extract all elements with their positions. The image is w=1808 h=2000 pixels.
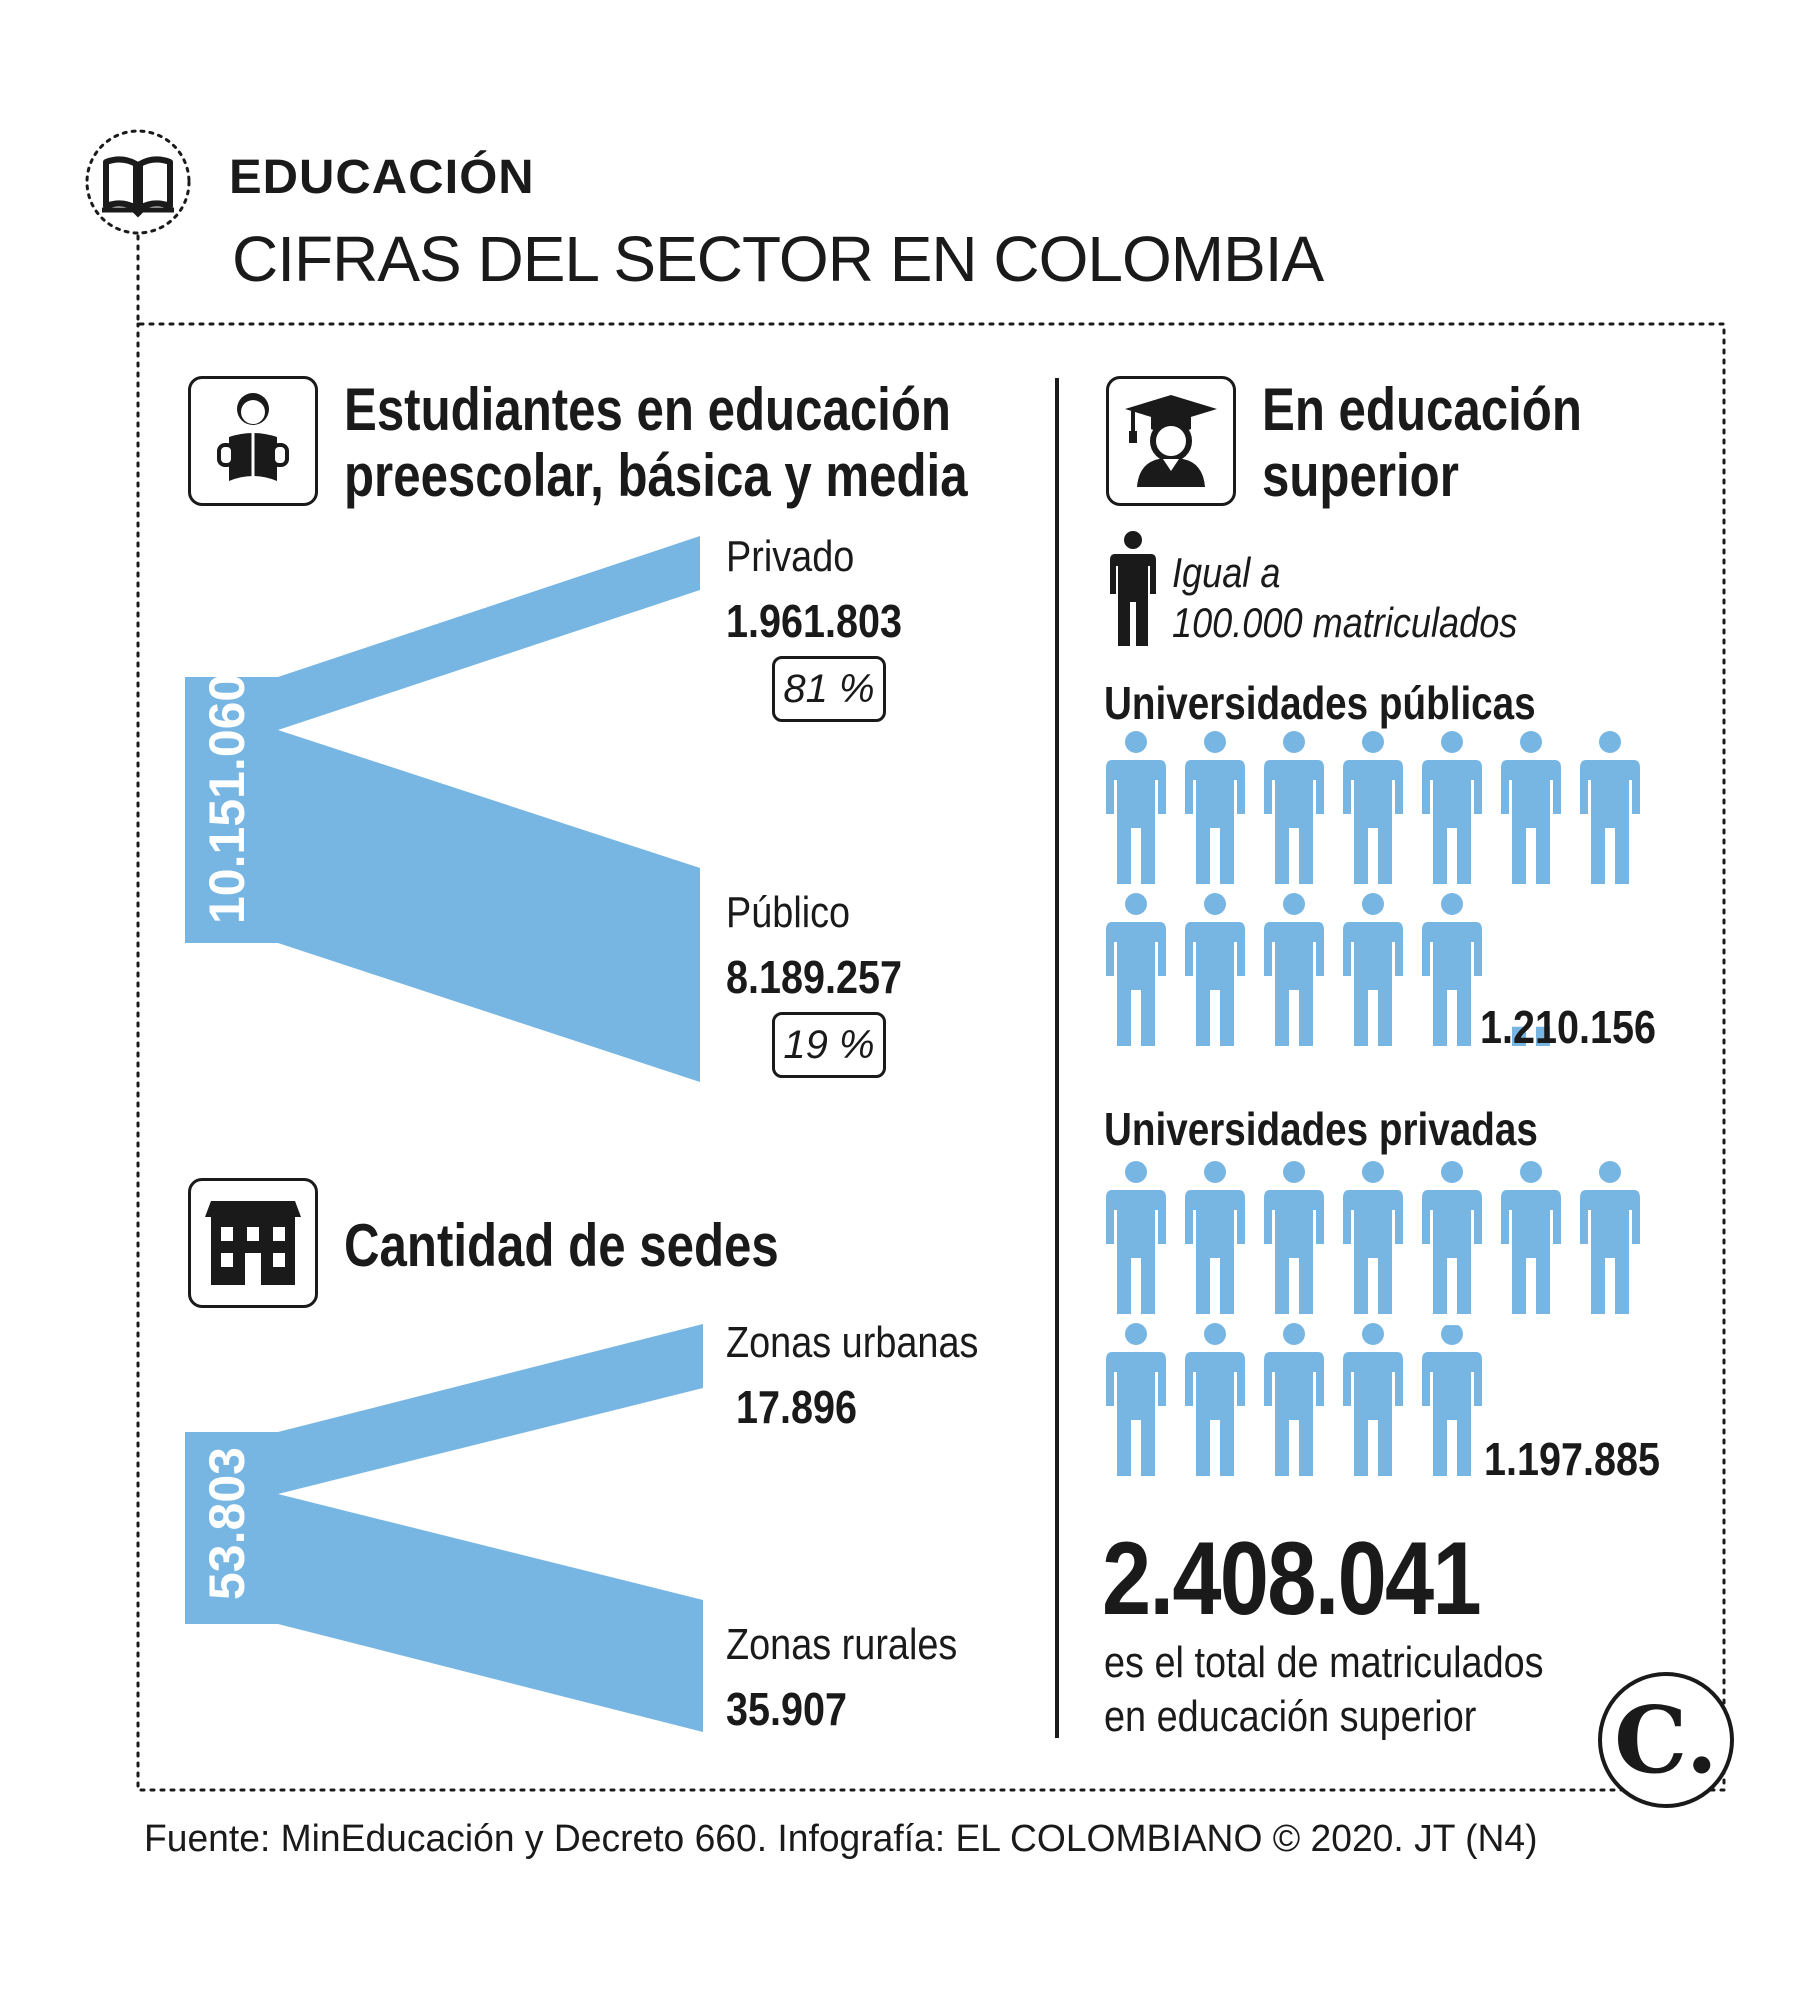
branch-value-urbanas: 17.896 xyxy=(736,1381,858,1433)
caption-line2: en educación superior xyxy=(1104,1692,1477,1741)
pct-badge-privado: 81 % xyxy=(772,656,886,722)
public-person-icon xyxy=(1106,731,1166,884)
higher-title-line2: superior xyxy=(1262,442,1459,509)
student-icon-box xyxy=(188,376,318,506)
private-person-icon xyxy=(1580,1161,1640,1314)
public-person-icon xyxy=(1501,731,1561,884)
private-person-icon xyxy=(1343,1323,1403,1476)
public-person-icon xyxy=(1422,893,1482,1046)
private-universities-title: Universidades privadas xyxy=(1104,1103,1538,1155)
pct-text-publico: 19 % xyxy=(783,1022,875,1067)
higher-total-value: 2.408.041 xyxy=(1102,1521,1482,1637)
branch-value-publico: 8.189.257 xyxy=(726,951,903,1003)
private-person-icon xyxy=(1106,1323,1166,1476)
branch-label-privado: Privado xyxy=(726,532,855,581)
el-colombiano-logo: C. xyxy=(1598,1672,1734,1808)
book-icon xyxy=(85,129,191,235)
private-person-icon xyxy=(1264,1161,1324,1314)
public-universities-title: Universidades públicas xyxy=(1104,677,1536,729)
private-person-icon xyxy=(1422,1161,1482,1314)
branch-label-urbanas: Zonas urbanas xyxy=(726,1318,979,1367)
private-person-icon xyxy=(1106,1161,1166,1314)
public-person-icon xyxy=(1264,893,1324,1046)
public-person-icon xyxy=(1106,893,1166,1046)
legend-line1: Igual a xyxy=(1172,549,1281,596)
legend-text: Igual a 100.000 matriculados xyxy=(1172,548,1517,648)
graduate-icon xyxy=(1125,395,1217,487)
public-universities-value: 1.210.156 xyxy=(1480,1001,1657,1053)
legend-line2: 100.000 matriculados xyxy=(1172,599,1518,646)
column-divider xyxy=(1055,378,1059,1738)
header-kicker: EDUCACIÓN xyxy=(229,151,535,204)
sedes-flow-total xyxy=(185,1324,703,1732)
branch-label-rurales: Zonas rurales xyxy=(726,1620,958,1669)
page-title: CIFRAS DEL SECTOR EN COLOMBIA xyxy=(232,223,1324,295)
student-reading-icon xyxy=(217,393,289,481)
students-flow-total xyxy=(185,536,700,1082)
public-person-icon xyxy=(1264,731,1324,884)
school-building-icon xyxy=(205,1201,301,1285)
legend-person-icon xyxy=(1110,531,1156,646)
public-person-icon xyxy=(1343,893,1403,1046)
graduate-icon-box xyxy=(1106,376,1236,506)
logo-letter: C. xyxy=(1614,1686,1718,1794)
higher-total-caption: es el total de matriculados en educación… xyxy=(1104,1636,1544,1744)
public-person-icon xyxy=(1512,1026,1550,1046)
public-person-icon xyxy=(1185,731,1245,884)
private-universities-value: 1.197.885 xyxy=(1484,1433,1661,1485)
private-person-icon xyxy=(1343,1161,1403,1314)
sedes-title: Cantidad de sedes xyxy=(344,1212,779,1279)
public-person-icon xyxy=(1422,731,1482,884)
students-title-line2: preescolar, básica y media xyxy=(344,442,968,509)
private-person-icon xyxy=(1501,1161,1561,1314)
pct-badge-publico: 19 % xyxy=(772,1012,886,1078)
branch-label-publico: Público xyxy=(726,888,851,937)
public-person-icon xyxy=(1580,731,1640,884)
pct-text-privado: 81 % xyxy=(783,666,875,711)
public-person-icon xyxy=(1343,731,1403,884)
school-icon-box xyxy=(188,1178,318,1308)
public-person-icon xyxy=(1185,893,1245,1046)
private-person-icon xyxy=(1185,1323,1245,1476)
branch-value-rurales: 35.907 xyxy=(726,1683,848,1735)
students-title-line1: Estudiantes en educación xyxy=(344,376,951,443)
caption-line1: es el total de matriculados xyxy=(1104,1638,1544,1687)
private-person-icon xyxy=(1264,1323,1324,1476)
branch-value-privado: 1.961.803 xyxy=(726,595,903,647)
higher-title-line1: En educación xyxy=(1262,376,1582,443)
source-note: Fuente: MinEducación y Decreto 660. Info… xyxy=(144,1818,1538,1860)
private-person-icon xyxy=(1185,1161,1245,1314)
private-person-icon xyxy=(1422,1325,1482,1476)
